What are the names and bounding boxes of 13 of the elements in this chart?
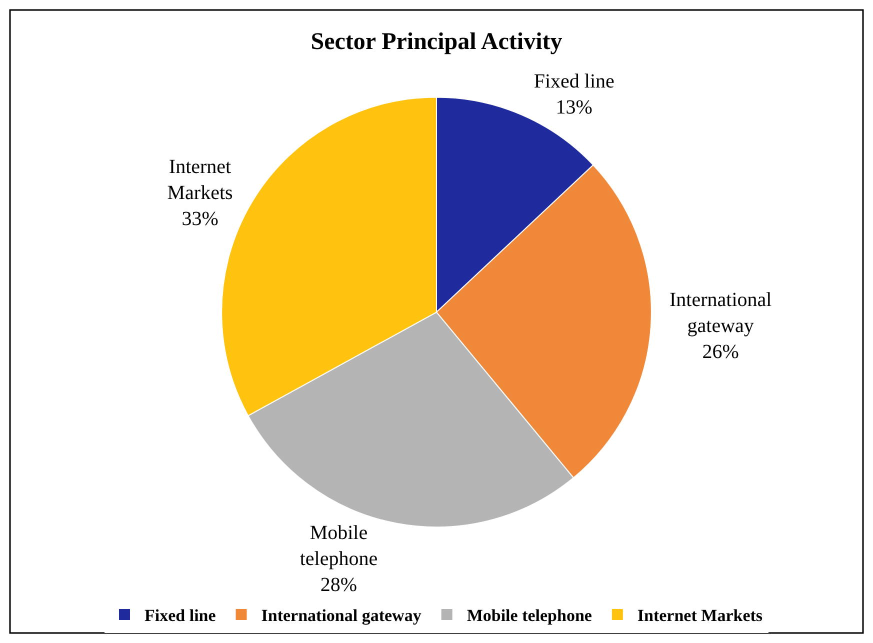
data-label: 26%	[702, 340, 739, 363]
legend-label: Internet Markets	[637, 606, 763, 626]
slice-label: International gateway	[670, 288, 772, 337]
slice-label: Internet Markets	[167, 156, 233, 204]
data-label: 28%	[320, 574, 358, 596]
slice-label: Mobile telephone	[300, 522, 378, 570]
data-label: 33%	[182, 208, 218, 230]
legend-label: Mobile telephone	[466, 606, 592, 626]
legend-label: International gateway	[261, 606, 422, 626]
data-label: 13%	[556, 96, 592, 119]
slice-label: Fixed line	[534, 70, 615, 93]
chart-title: Sector Principal Activity	[310, 28, 562, 55]
legend-label: Fixed line	[144, 606, 216, 626]
